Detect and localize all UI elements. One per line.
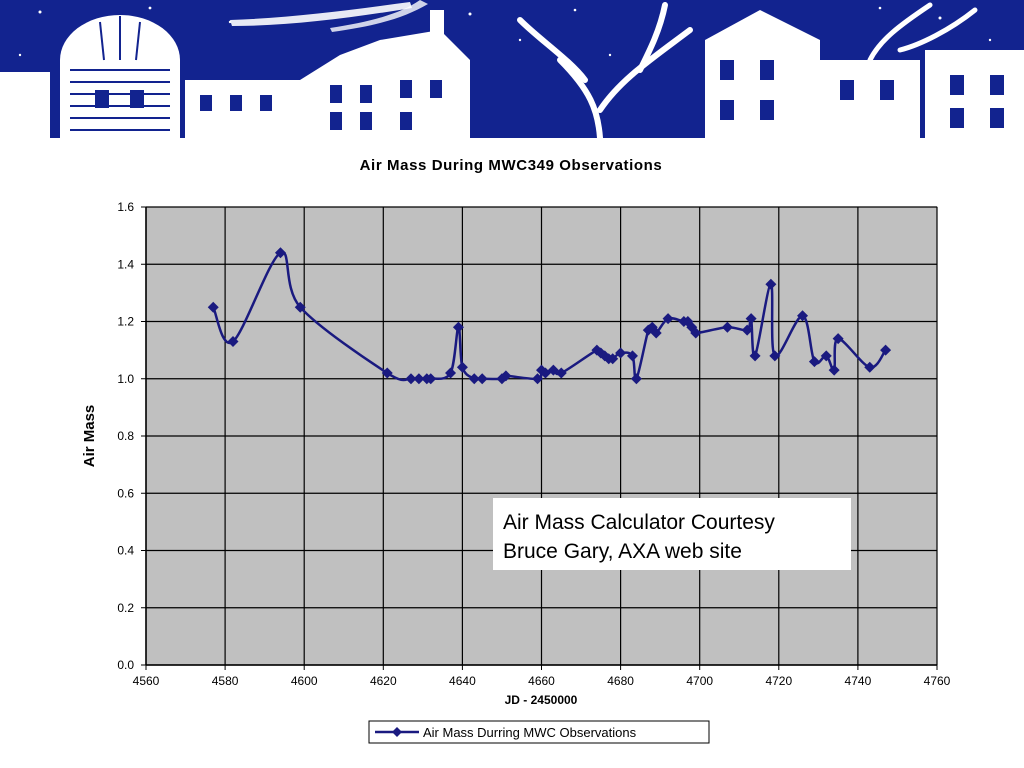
data-point (828, 364, 840, 376)
data-point (808, 356, 820, 368)
data-point (207, 301, 219, 313)
credit-line-2: Bruce Gary, AXA web site (503, 540, 742, 563)
data-point (749, 350, 761, 362)
x-tick-label: 4580 (212, 674, 239, 688)
data-point (381, 367, 393, 379)
chart-title: Air Mass During MWC349 Observations (360, 157, 663, 174)
x-axis-label: JD - 2450000 (505, 693, 578, 707)
y-axis: 0.0 0.2 0.4 0.6 0.8 1.0 1.2 1.4 1.6 (117, 200, 146, 672)
y-tick-label: 0.8 (117, 429, 134, 443)
data-point (745, 313, 757, 325)
x-tick-label: 4720 (765, 674, 792, 688)
data-point (615, 347, 627, 359)
data-point (476, 373, 488, 385)
x-tick-label: 4660 (528, 674, 555, 688)
data-point (690, 327, 702, 339)
data-point (797, 310, 809, 322)
data-point (662, 313, 674, 325)
data-point (500, 370, 512, 382)
data-point (765, 278, 777, 290)
series-markers (207, 247, 892, 385)
data-point (769, 350, 781, 362)
legend-label: Air Mass Durring MWC Observations (423, 725, 637, 740)
data-point (832, 333, 844, 345)
y-tick-label: 1.4 (117, 257, 134, 271)
banner-illustration (0, 0, 1024, 138)
data-point (274, 247, 286, 259)
x-tick-label: 4640 (449, 674, 476, 688)
x-tick-label: 4560 (133, 674, 160, 688)
data-point (630, 373, 642, 385)
data-point (456, 361, 468, 373)
legend-marker (392, 727, 402, 737)
x-tick-label: 4600 (291, 674, 318, 688)
y-axis-label: Air Mass (81, 405, 98, 468)
y-tick-label: 1.0 (117, 372, 134, 386)
credit-line-1: Air Mass Calculator Courtesy (503, 511, 775, 534)
data-point (721, 321, 733, 333)
credit-note: Air Mass Calculator Courtesy Bruce Gary,… (493, 498, 851, 570)
y-tick-label: 0.2 (117, 601, 134, 615)
data-point (555, 367, 567, 379)
y-tick-label: 0.6 (117, 486, 134, 500)
data-point (820, 350, 832, 362)
data-point (650, 327, 662, 339)
data-point (626, 350, 638, 362)
data-point (227, 336, 239, 348)
x-tick-label: 4760 (924, 674, 951, 688)
y-tick-label: 0.0 (117, 658, 134, 672)
data-point (864, 361, 876, 373)
data-point (445, 367, 457, 379)
data-point (532, 373, 544, 385)
air-mass-chart: Air Mass During MWC349 Observations 4560… (81, 157, 951, 744)
x-tick-label: 4680 (607, 674, 634, 688)
data-point (880, 344, 892, 356)
x-tick-label: 4620 (370, 674, 397, 688)
data-point (468, 373, 480, 385)
data-point (607, 353, 619, 365)
x-axis: 4560 4580 4600 4620 4640 4660 4680 4700 4720 4740… (133, 665, 951, 688)
y-tick-label: 1.2 (117, 315, 134, 329)
building-middle (185, 10, 470, 138)
data-point (452, 321, 464, 333)
data-point (413, 373, 425, 385)
building-right (705, 10, 1024, 138)
legend: Air Mass Durring MWC Observations (368, 720, 710, 744)
data-point (294, 301, 306, 313)
y-tick-label: 0.4 (117, 544, 134, 558)
tree (517, 2, 693, 138)
data-point (425, 373, 437, 385)
data-point (405, 373, 417, 385)
x-tick-label: 4740 (845, 674, 872, 688)
y-tick-label: 1.6 (117, 200, 134, 214)
data-point (741, 324, 753, 336)
x-tick-label: 4700 (686, 674, 713, 688)
building-left (0, 15, 180, 138)
